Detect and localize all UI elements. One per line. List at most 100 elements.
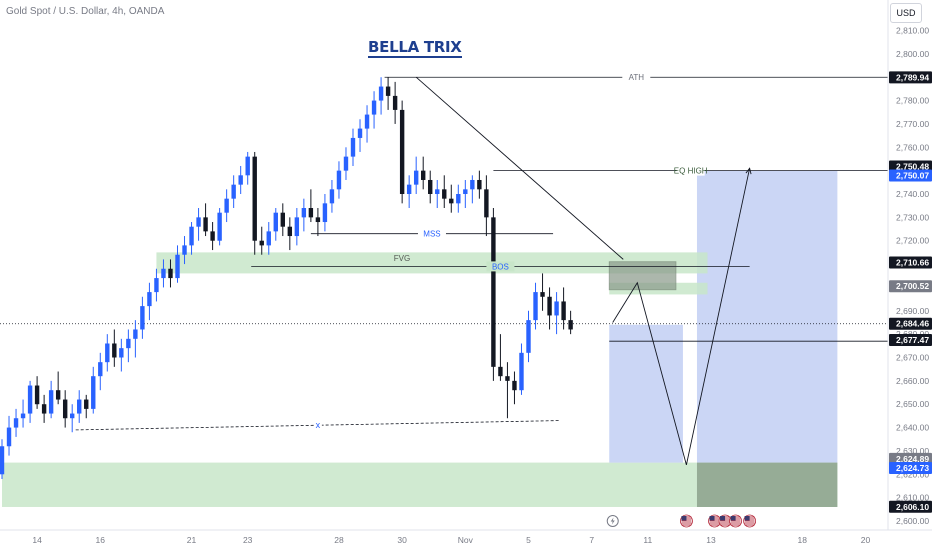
- projection-path: [612, 168, 751, 466]
- candle: [217, 208, 222, 246]
- price-tick-label: 2,600.00: [896, 516, 929, 526]
- candle: [519, 343, 524, 395]
- candle: [449, 184, 454, 213]
- price-label-text: 2,624.89: [896, 454, 929, 464]
- candle: [364, 105, 370, 143]
- price-label: [889, 280, 932, 293]
- candle: [421, 156, 426, 190]
- target-zone-2: [696, 170, 838, 463]
- candle: [77, 390, 82, 423]
- us-flag-icon[interactable]: [729, 514, 742, 528]
- candle: [406, 175, 412, 209]
- candle: [561, 287, 566, 330]
- candle: [308, 189, 314, 223]
- price-label: [889, 317, 932, 330]
- candle: [477, 170, 482, 199]
- candle: [62, 390, 68, 428]
- price-label-text: 2,684.46: [896, 319, 929, 329]
- candle: [6, 415, 12, 456]
- candle: [526, 310, 531, 363]
- candle: [252, 151, 257, 255]
- lightning-icon[interactable]: [606, 515, 619, 527]
- economic-events[interactable]: [606, 514, 757, 528]
- eq-high-label: EQ HIGH: [674, 167, 708, 176]
- candles: [0, 77, 573, 479]
- candle: [371, 91, 377, 129]
- candle: [547, 287, 552, 330]
- price-label: [889, 334, 932, 347]
- candle: [175, 245, 180, 283]
- symbol-title: Gold Spot / U.S. Dollar, 4h, OANDA: [6, 6, 165, 17]
- currency-button[interactable]: USD: [890, 3, 922, 23]
- candle: [378, 77, 384, 115]
- candle: [322, 194, 328, 232]
- candle: [554, 292, 559, 335]
- chart-zones: [2, 170, 838, 507]
- candle: [84, 394, 89, 419]
- candle: [168, 259, 173, 288]
- ath-label: ATH: [629, 73, 645, 82]
- candle: [112, 329, 117, 367]
- price-tick-label: 2,640.00: [896, 423, 929, 433]
- time-tick-label: 5: [526, 535, 531, 545]
- fvg-label: FVG: [394, 254, 410, 263]
- price-label-text: 2,624.73: [896, 463, 929, 473]
- candle: [301, 198, 307, 232]
- price-label-text: 2,677.47: [896, 335, 929, 345]
- candle: [442, 175, 447, 209]
- bos-label: BOS: [492, 262, 509, 271]
- price-label: [889, 452, 932, 465]
- candle: [224, 189, 229, 223]
- candle: [343, 147, 349, 180]
- candle: [189, 222, 194, 255]
- price-tick-label: 2,650.00: [896, 399, 929, 409]
- time-tick-label: 23: [243, 535, 253, 545]
- candle: [512, 371, 517, 405]
- candle: [119, 338, 124, 372]
- candle: [70, 404, 75, 433]
- candle: [91, 366, 96, 414]
- order-block: [608, 261, 677, 291]
- candle: [540, 273, 545, 311]
- price-tick-label: 2,660.00: [896, 376, 929, 386]
- price-label-text: 2,710.66: [896, 258, 929, 268]
- candle: [336, 161, 342, 199]
- projection-arrowhead: [745, 167, 752, 175]
- candle: [105, 334, 110, 372]
- candle: [196, 208, 201, 241]
- price-tick-label: 2,810.00: [896, 26, 929, 36]
- price-axis[interactable]: 2,810.002,800.002,790.002,780.002,770.00…: [887, 0, 932, 550]
- candle: [385, 77, 391, 110]
- candle: [392, 81, 398, 124]
- candle: [315, 208, 321, 237]
- candle: [238, 165, 243, 194]
- candle: [210, 222, 215, 251]
- price-label-text: 2,700.52: [896, 281, 929, 291]
- candle: [470, 175, 475, 204]
- candle: [463, 179, 468, 209]
- candle: [413, 156, 419, 194]
- stop-zone: [696, 462, 838, 507]
- brand-watermark: BELLA TRIX: [368, 38, 462, 58]
- candle: [287, 217, 293, 251]
- us-flag-icon[interactable]: [718, 514, 732, 528]
- time-axis[interactable]: 14 16 21 23 28 30 Nov 5 7 11 13 18 20: [0, 529, 932, 545]
- candle: [266, 222, 271, 255]
- price-label-text: 2,750.48: [896, 161, 929, 171]
- candle: [357, 119, 363, 152]
- us-flag-icon[interactable]: [680, 514, 693, 528]
- candle: [435, 179, 440, 209]
- price-label: [889, 160, 932, 173]
- candle: [34, 376, 40, 409]
- time-tick-label: 13: [706, 535, 716, 545]
- candle: [568, 310, 573, 335]
- candle: [498, 334, 503, 381]
- us-flag-icon[interactable]: [743, 514, 757, 528]
- candle: [533, 282, 538, 330]
- price-tick-label: 2,740.00: [896, 189, 929, 199]
- price-tick-label: 2,690.00: [896, 306, 929, 316]
- price-label-text: 2,789.94: [896, 72, 929, 82]
- candle: [484, 175, 489, 237]
- candle: [13, 408, 19, 437]
